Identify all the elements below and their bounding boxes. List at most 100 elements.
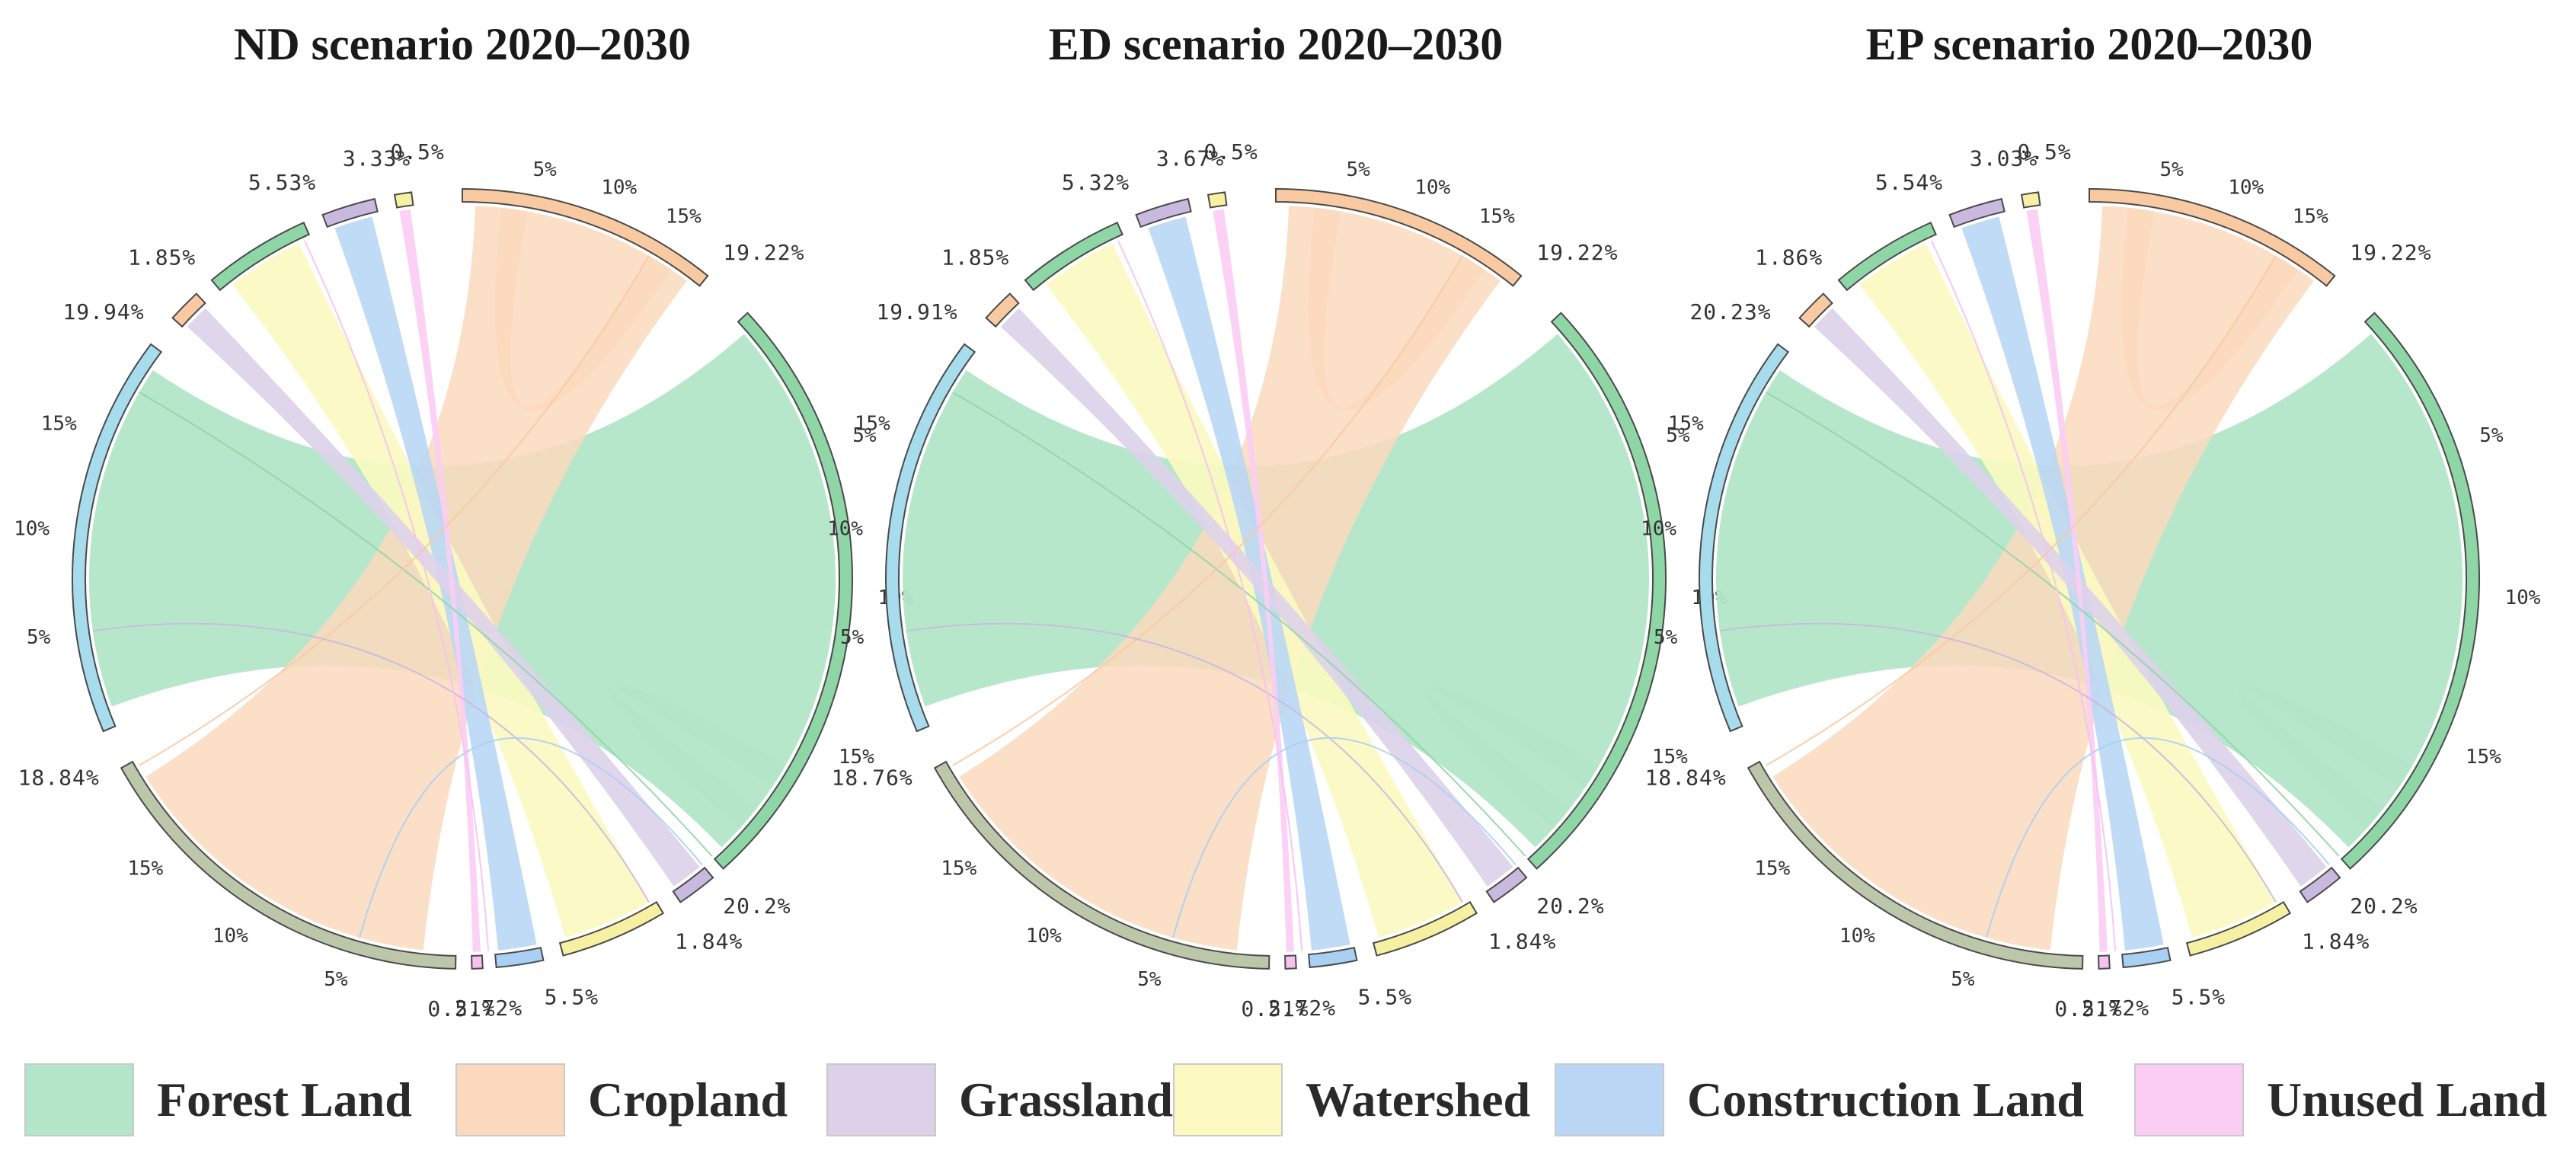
chord-ribbon-left-water-to-right-unused	[1213, 209, 1294, 952]
chord-loop-right-forest	[2238, 686, 2413, 829]
chord-thin-flow-4	[1985, 737, 2330, 938]
legend-item-cropland: Cropland	[455, 1062, 788, 1138]
segment-left-water	[393, 191, 414, 209]
segment-label-left-forest: 5.53%	[248, 170, 316, 195]
segment-right-unused	[2098, 954, 2111, 970]
segment-left-crop	[1798, 292, 1833, 328]
segment-right-forest	[1526, 312, 1667, 870]
segment-label-right-crop: 19.22%	[2350, 240, 2431, 265]
segment-left-water	[2020, 191, 2041, 209]
segment-tick-left-bottom-1: 5%	[324, 968, 348, 991]
segment-label-left-water: 0.5%	[390, 139, 444, 165]
chord-thin-flow-5	[304, 240, 490, 951]
legend-label-construction-land: Construction Land	[1687, 1072, 2084, 1127]
segment-tick-left-cyan-3: 15%	[1668, 412, 1704, 435]
segment-label-right-grass: 1.84%	[1488, 929, 1556, 954]
segment-left-cyan	[885, 343, 976, 733]
segment-tick-right-crop-3: 15%	[666, 206, 702, 229]
segment-tick-left-bottom-1: 5%	[1137, 968, 1162, 991]
chord-loop-right-forest	[611, 686, 786, 829]
legend: Forest Land Cropland Grassland Watershed…	[0, 1051, 2576, 1157]
segment-left-grass	[1948, 197, 2006, 229]
segment-label-right-water: 5.5%	[545, 984, 599, 1009]
segment-tick-left-bottom-2: 10%	[1839, 925, 1875, 948]
legend-swatch-cropland	[455, 1063, 565, 1136]
segment-tick-right-crop-3: 15%	[1479, 206, 1515, 229]
chord-ribbon-left-grass-to-right-constr	[1961, 216, 2164, 951]
legend-swatch-watershed	[1173, 1063, 1283, 1136]
chart-title: EP scenario 2020–2030	[1866, 19, 2313, 69]
segment-label-right-constr: 2.72%	[1268, 996, 1336, 1021]
chord-ribbon-left-crop-to-right-grass	[187, 308, 700, 887]
chord-thin-flow-2	[1766, 255, 2277, 766]
chord-loop-right-crop	[2122, 207, 2299, 411]
segment-label-right-constr: 2.72%	[2082, 996, 2149, 1021]
legend-item-watershed: Watershed	[1173, 1062, 1530, 1138]
segment-left-water	[1207, 191, 1228, 209]
segment-label-right-crop: 19.22%	[1536, 240, 1618, 265]
segment-label-left-water: 0.5%	[2017, 139, 2071, 165]
segment-left-cyan	[72, 343, 163, 733]
segment-right-crop	[1275, 187, 1523, 287]
segment-tick-right-crop-1: 5%	[532, 158, 557, 181]
segment-label-left-grass: 3.03%	[1970, 145, 2037, 171]
segment-right-forest	[713, 312, 853, 870]
segment-label-left-forest: 5.32%	[1062, 170, 1130, 195]
segment-tick-right-forest-3: 15%	[2466, 746, 2501, 769]
chord-loop-right-crop	[495, 207, 672, 411]
segment-tick-left-cyan-2: 10%	[14, 517, 50, 540]
chord-loop-right-crop	[1309, 207, 1485, 411]
legend-label-unused-land: Unused Land	[2267, 1072, 2548, 1127]
segment-right-unused	[1284, 954, 1297, 970]
segment-tick-right-forest-3: 15%	[1652, 746, 1688, 769]
chord-thin-flow-1	[139, 392, 713, 857]
segment-tick-left-cyan-2: 10%	[827, 517, 863, 540]
chord-ribbon-left-bottom-to-right-crop	[1772, 206, 2314, 951]
segment-left-crop	[171, 292, 206, 328]
segment-tick-left-cyan-1: 5%	[27, 626, 51, 649]
segment-tick-right-crop-1: 5%	[1346, 158, 1370, 181]
segment-tick-left-cyan-1: 5%	[840, 626, 865, 649]
chart-title: ED scenario 2020–2030	[1049, 19, 1504, 69]
chord-thin-flow-1	[1766, 392, 2340, 857]
chord-ribbon-left-grass-to-right-constr	[1148, 216, 1350, 951]
legend-item-forest-land: Forest Land	[24, 1062, 412, 1138]
segment-tick-right-crop-2: 10%	[601, 176, 637, 199]
legend-item-grassland: Grassland	[826, 1062, 1173, 1138]
chord-thin-flow-2	[139, 255, 650, 766]
segment-left-cyan	[1699, 343, 1790, 733]
segment-left-forest	[1024, 221, 1123, 292]
chord-ribbon-left-water-to-right-unused	[399, 209, 481, 952]
segment-label-right-forest: 20.2%	[1536, 893, 1604, 919]
chord-thin-flow-1	[952, 392, 1526, 857]
chord-thin-flow-3	[906, 622, 1463, 903]
segment-right-constr	[2121, 946, 2172, 969]
segment-label-right-unused: 0.51%	[1241, 996, 1309, 1021]
segment-tick-right-forest-1: 5%	[852, 424, 877, 447]
segment-label-left-cyan: 20.23%	[1689, 299, 1771, 324]
legend-item-unused-land: Unused Land	[2134, 1062, 2547, 1138]
chord-chart-1: ND scenario 2020–2030 19.22% 5% 10% 15% 20.2%…	[14, 19, 914, 1021]
chord-ribbon-left-water-to-right-unused	[2026, 209, 2108, 952]
segment-left-forest	[210, 221, 310, 292]
segment-tick-left-bottom-3: 15%	[1754, 857, 1790, 880]
segment-label-left-cyan: 19.91%	[876, 299, 957, 324]
chord-ribbon-left-bottom-to-right-crop	[145, 206, 687, 951]
segment-tick-right-forest-1: 5%	[2479, 424, 2504, 447]
segment-label-left-forest: 5.54%	[1875, 170, 1943, 195]
legend-swatch-forest-land	[24, 1063, 134, 1136]
segment-left-bottom	[120, 760, 457, 970]
chord-loop-right-forest	[1424, 686, 1600, 829]
segment-label-right-water: 5.5%	[2172, 984, 2226, 1009]
segment-right-constr	[1308, 946, 1358, 969]
segment-label-right-grass: 1.84%	[675, 929, 743, 954]
segment-label-left-bottom: 18.84%	[18, 765, 100, 790]
chord-ribbons	[903, 206, 1649, 952]
segment-tick-right-crop-2: 10%	[2228, 176, 2264, 199]
segment-label-right-grass: 1.84%	[2302, 929, 2370, 954]
segment-tick-left-cyan-2: 10%	[1641, 517, 1676, 540]
legend-label-watershed: Watershed	[1306, 1072, 1531, 1127]
segment-tick-right-crop-3: 15%	[2293, 206, 2328, 229]
segment-label-right-forest: 20.2%	[723, 893, 791, 919]
segment-tick-right-forest-3: 15%	[839, 746, 874, 769]
